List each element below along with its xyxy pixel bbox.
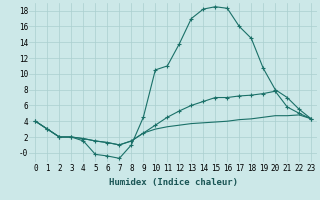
X-axis label: Humidex (Indice chaleur): Humidex (Indice chaleur) (109, 178, 238, 187)
